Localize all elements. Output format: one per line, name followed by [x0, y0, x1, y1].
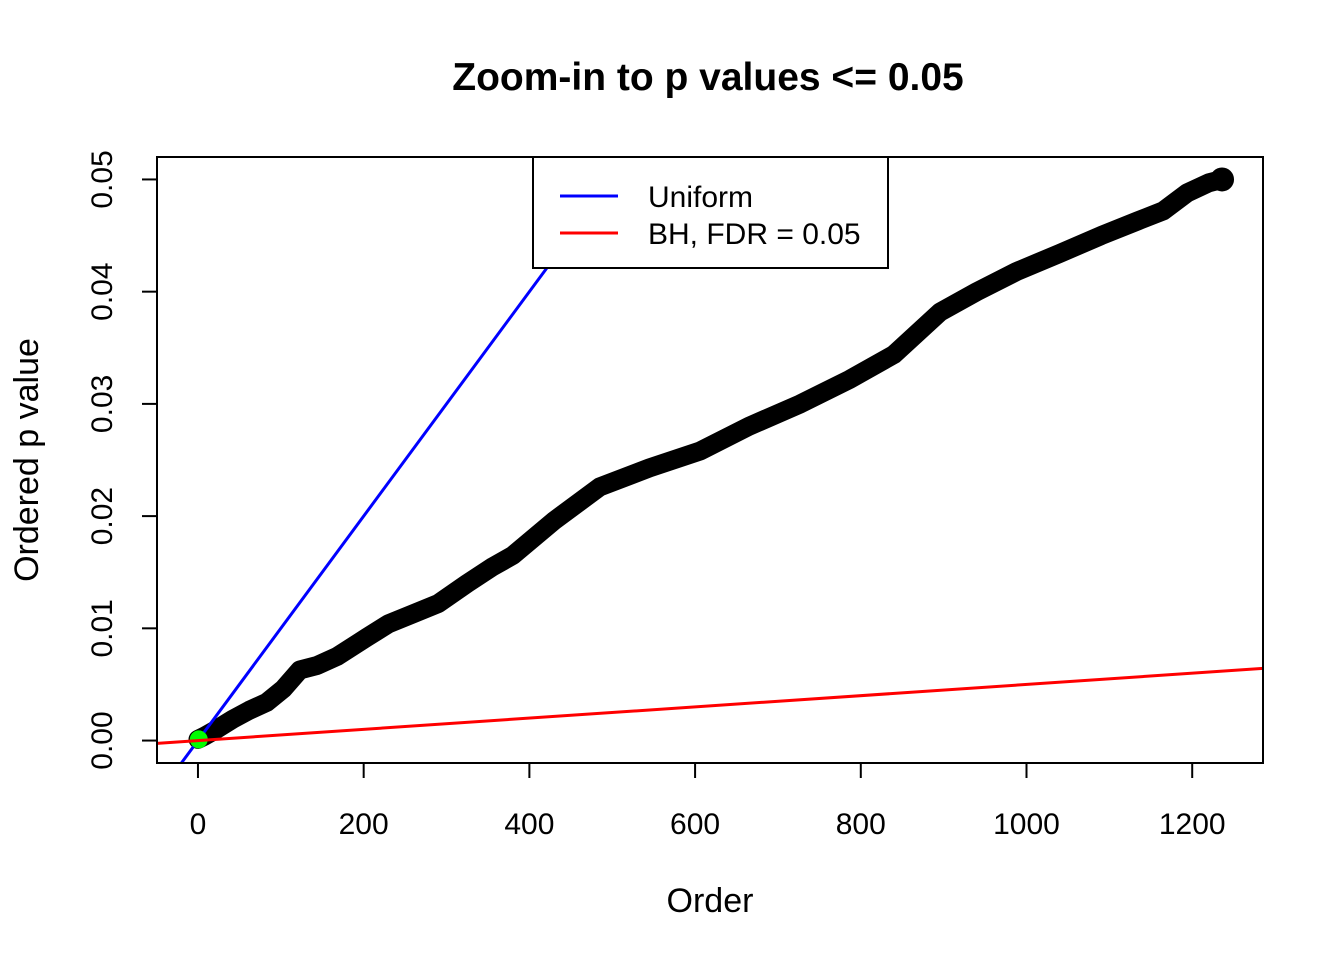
y-axis-tick-label: 0.05	[86, 150, 119, 208]
plot-title: Zoom-in to p values <= 0.05	[452, 56, 963, 99]
y-axis: 0.00 0.01 0.02 0.03 0.04 0.05	[86, 150, 157, 770]
legend-uniform-label: Uniform	[648, 181, 753, 214]
legend-bh-label: BH, FDR = 0.05	[648, 218, 861, 251]
y-axis-tick-label: 0.01	[86, 599, 119, 657]
y-axis-tick-label: 0.02	[86, 487, 119, 545]
x-axis-title: Order	[667, 882, 754, 920]
x-axis-tick-label: 1200	[1159, 808, 1226, 841]
data-layer	[157, 157, 1263, 763]
bh-fdr-line	[157, 666, 1263, 745]
x-axis-tick-label: 0	[190, 808, 207, 841]
y-axis-tick-label: 0.03	[86, 375, 119, 433]
x-axis-tick-label: 800	[836, 808, 886, 841]
last-p-value-point	[1210, 167, 1235, 192]
x-axis: 0 200 400 600 800 1000 1200	[190, 763, 1226, 841]
y-axis-tick-label: 0.00	[86, 711, 119, 769]
x-axis-tick-label: 200	[339, 808, 389, 841]
plot-border	[156, 156, 1264, 764]
x-axis-tick-label: 600	[670, 808, 720, 841]
ordered-p-values-band	[188, 169, 1232, 749]
y-axis-title: Ordered p value	[8, 338, 46, 582]
x-axis-tick-label: 1000	[993, 808, 1060, 841]
legend: Uniform BH, FDR = 0.05	[532, 156, 889, 269]
y-axis-tick-label: 0.04	[86, 262, 119, 320]
x-axis-tick-label: 400	[504, 808, 554, 841]
uniform-line	[179, 157, 631, 763]
